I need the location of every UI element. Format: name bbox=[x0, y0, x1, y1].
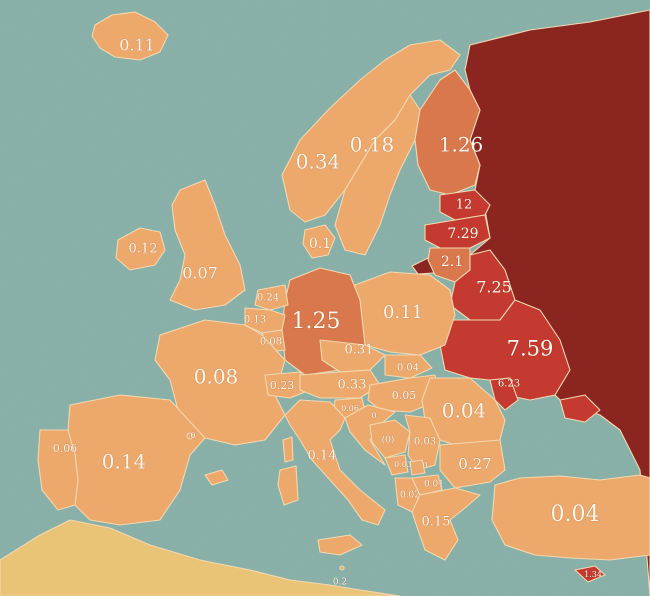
region-switzerland bbox=[264, 371, 311, 399]
label-finland: 1.26 bbox=[439, 133, 484, 157]
label-macedonia: 0.01 bbox=[424, 480, 444, 490]
label-slovakia: 0.04 bbox=[397, 363, 419, 374]
label-lithuania: 2.1 bbox=[441, 254, 463, 270]
label-spain: 0.14 bbox=[102, 450, 147, 474]
region-bosnia bbox=[369, 419, 411, 459]
region-sicily bbox=[317, 534, 363, 556]
region-sardinia bbox=[277, 465, 299, 506]
region-north-africa bbox=[0, 519, 401, 596]
label-netherlands: 0.24 bbox=[257, 293, 279, 304]
label-bulgaria: 0.27 bbox=[458, 455, 491, 473]
region-france bbox=[154, 319, 286, 446]
label-norway: 0.34 bbox=[296, 150, 341, 174]
region-croatia bbox=[344, 404, 396, 466]
region-moldova bbox=[489, 377, 519, 411]
label-montenegro: 0.03 bbox=[394, 460, 412, 469]
region-italy bbox=[284, 399, 386, 526]
label-kosovo: 0 bbox=[422, 461, 427, 470]
label-bosnia: (0) bbox=[382, 435, 395, 446]
label-germany: 1.25 bbox=[292, 309, 341, 334]
label-italy: 0.14 bbox=[308, 449, 337, 464]
label-estonia: 12 bbox=[456, 198, 473, 213]
label-albania: 0.02 bbox=[400, 491, 420, 501]
label-croatia: 0 bbox=[371, 411, 376, 420]
region-belarus bbox=[449, 249, 516, 321]
region-greece bbox=[411, 487, 481, 561]
region-serbia bbox=[404, 414, 441, 471]
label-cyprus: 1.34 bbox=[584, 570, 602, 579]
region-iceland bbox=[91, 11, 169, 61]
region-denmark bbox=[302, 224, 336, 259]
region-uk bbox=[169, 179, 246, 311]
label-france: 0.08 bbox=[194, 365, 239, 389]
label-hungary: 0.05 bbox=[392, 389, 417, 402]
region-crimea bbox=[559, 394, 601, 423]
label-poland: 0.11 bbox=[383, 302, 423, 323]
label-iceland: 0.11 bbox=[119, 36, 155, 55]
region-kosovo bbox=[409, 459, 426, 476]
region-ireland bbox=[115, 227, 166, 271]
label-andorra: 0 bbox=[190, 431, 195, 440]
value-labels: 0.11 0.34 0.18 1.26 12 7.29 2.1 7.25 7.5… bbox=[52, 35, 602, 588]
label-malta: 0.2 bbox=[333, 578, 347, 588]
region-andorra bbox=[186, 432, 194, 440]
region-sweden bbox=[334, 94, 421, 256]
region-corsica bbox=[282, 436, 294, 463]
label-belgium: 0.13 bbox=[244, 315, 266, 326]
region-latvia bbox=[424, 214, 491, 249]
region-finland bbox=[414, 69, 481, 196]
label-portugal: 0.06 bbox=[53, 442, 78, 455]
label-serbia: 0.03 bbox=[414, 437, 436, 448]
region-montenegro bbox=[384, 454, 409, 476]
label-slovenia: 0.06 bbox=[341, 404, 359, 413]
label-moldova: 6.23 bbox=[498, 379, 520, 390]
label-switzerland: 0.23 bbox=[270, 379, 295, 392]
label-ukraine: 7.59 bbox=[507, 337, 554, 361]
label-latvia: 7.29 bbox=[447, 226, 478, 242]
label-greece: 0.15 bbox=[422, 515, 451, 530]
region-balearic bbox=[204, 469, 229, 486]
label-turkey: 0.04 bbox=[551, 502, 600, 527]
region-netherlands bbox=[254, 284, 289, 311]
label-denmark: 0.1 bbox=[309, 236, 331, 252]
label-sweden: 0.18 bbox=[350, 133, 395, 157]
label-czechia: 0.31 bbox=[345, 343, 374, 358]
region-malta bbox=[339, 565, 345, 571]
region-slovakia bbox=[384, 354, 433, 379]
label-luxembourg: 0.08 bbox=[260, 337, 282, 348]
label-uk: 0.07 bbox=[182, 264, 218, 283]
region-ukraine bbox=[439, 299, 571, 401]
label-belarus: 7.25 bbox=[476, 278, 512, 297]
label-ireland: 0.12 bbox=[129, 242, 158, 257]
region-portugal bbox=[37, 429, 79, 511]
region-cyprus bbox=[574, 565, 606, 583]
region-turkey bbox=[491, 474, 650, 561]
region-bulgaria bbox=[439, 439, 506, 489]
label-austria: 0.33 bbox=[338, 378, 367, 393]
label-romania: 0.04 bbox=[442, 399, 487, 423]
